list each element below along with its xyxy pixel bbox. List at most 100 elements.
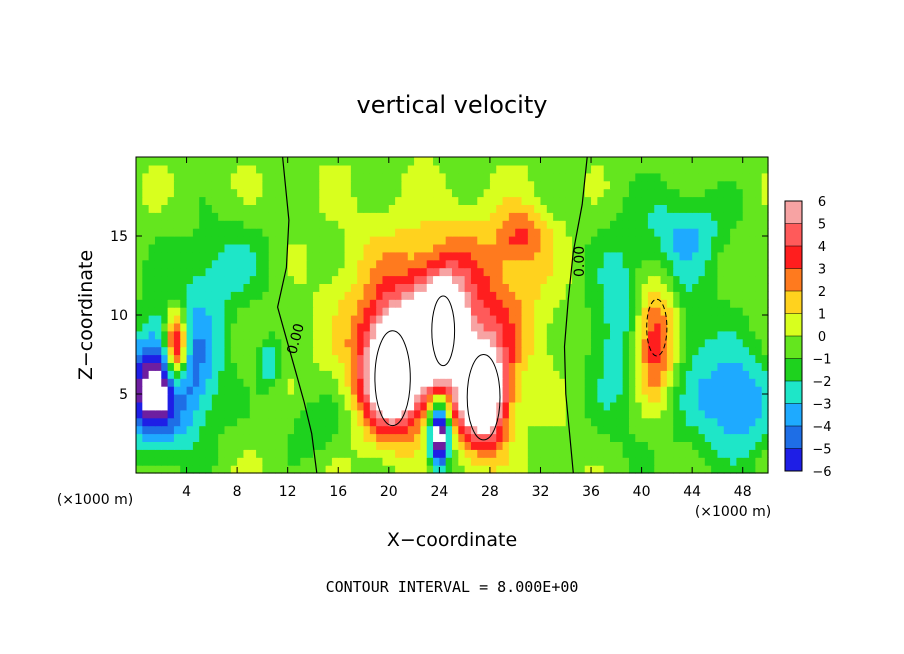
heatmap-cell bbox=[704, 425, 712, 435]
heatmap-cell bbox=[369, 409, 377, 419]
heatmap-cell bbox=[704, 236, 712, 245]
heatmap-cell bbox=[515, 449, 523, 458]
heatmap-cell bbox=[249, 275, 257, 284]
heatmap-cell bbox=[445, 322, 453, 332]
heatmap-cell bbox=[534, 394, 542, 403]
heatmap-cell bbox=[730, 394, 737, 403]
heatmap-cell bbox=[723, 267, 731, 277]
heatmap-cell bbox=[439, 275, 447, 284]
heatmap-cell bbox=[275, 370, 282, 379]
heatmap-cell bbox=[395, 378, 403, 387]
heatmap-cell bbox=[319, 164, 327, 174]
heatmap-cell bbox=[338, 236, 346, 245]
heatmap-cell bbox=[723, 315, 731, 324]
heatmap-cell bbox=[312, 212, 320, 221]
heatmap-cell bbox=[439, 180, 447, 190]
heatmap-cell bbox=[319, 196, 327, 205]
heatmap-cell bbox=[401, 378, 409, 387]
heatmap-cell bbox=[723, 212, 731, 221]
heatmap-cell bbox=[388, 212, 396, 221]
heatmap-cell bbox=[559, 283, 567, 292]
heatmap-cell bbox=[306, 267, 314, 277]
heatmap-cell bbox=[489, 354, 497, 363]
heatmap-cell bbox=[641, 307, 649, 316]
heatmap-cell bbox=[344, 283, 352, 292]
heatmap-cell bbox=[433, 370, 440, 379]
heatmap-cell bbox=[275, 465, 282, 474]
heatmap-cell bbox=[325, 425, 333, 435]
heatmap-cell bbox=[477, 251, 485, 261]
heatmap-cell bbox=[496, 267, 504, 277]
heatmap-cell bbox=[350, 449, 358, 458]
heatmap-cell bbox=[610, 283, 617, 292]
heatmap-cell bbox=[319, 236, 327, 245]
heatmap-cell bbox=[749, 465, 756, 474]
heatmap-cell bbox=[597, 299, 605, 308]
heatmap-cell bbox=[591, 322, 598, 332]
heatmap-cell bbox=[660, 386, 668, 395]
heatmap-cell bbox=[445, 299, 453, 308]
colorbar-label: 0 bbox=[818, 330, 826, 345]
heatmap-cell bbox=[698, 394, 706, 403]
heatmap-cell bbox=[268, 283, 276, 292]
heatmap-cell bbox=[540, 433, 548, 442]
heatmap-cell bbox=[230, 330, 238, 340]
heatmap-cell bbox=[584, 180, 592, 190]
heatmap-cell bbox=[565, 338, 573, 348]
heatmap-cell bbox=[521, 394, 529, 403]
heatmap-cell bbox=[452, 401, 459, 411]
heatmap-cell bbox=[262, 449, 270, 458]
heatmap-cell bbox=[268, 188, 276, 198]
heatmap-cell bbox=[749, 354, 756, 363]
heatmap-cell bbox=[262, 299, 270, 308]
heatmap-cell bbox=[167, 220, 175, 229]
heatmap-cell bbox=[502, 204, 510, 213]
heatmap-cell bbox=[230, 180, 238, 190]
heatmap-cell bbox=[199, 425, 207, 435]
heatmap-cell bbox=[578, 228, 586, 237]
heatmap-cell bbox=[433, 386, 440, 395]
heatmap-cell bbox=[540, 172, 548, 182]
heatmap-cell bbox=[401, 180, 409, 190]
heatmap-cell bbox=[635, 236, 643, 245]
heatmap-cell bbox=[534, 299, 542, 308]
heatmap-cell bbox=[388, 315, 396, 324]
heatmap-cell bbox=[445, 370, 453, 379]
heatmap-cell bbox=[325, 394, 333, 403]
heatmap-cell bbox=[660, 228, 668, 237]
heatmap-cell bbox=[553, 346, 561, 356]
heatmap-cell bbox=[660, 164, 668, 174]
heatmap-cell bbox=[458, 291, 466, 300]
heatmap-cell bbox=[597, 441, 605, 450]
heatmap-cell bbox=[742, 196, 750, 205]
heatmap-cell bbox=[344, 164, 352, 174]
heatmap-cell bbox=[641, 236, 649, 245]
heatmap-cell bbox=[508, 196, 516, 205]
heatmap-cell bbox=[268, 433, 276, 442]
heatmap-cell bbox=[331, 236, 339, 245]
heatmap-cell bbox=[641, 449, 649, 458]
heatmap-cell bbox=[742, 370, 750, 379]
heatmap-cell bbox=[717, 243, 725, 253]
heatmap-cell bbox=[534, 338, 542, 348]
heatmap-cell bbox=[477, 465, 485, 474]
heatmap-cell bbox=[540, 196, 548, 205]
heatmap-cell bbox=[148, 378, 156, 387]
heatmap-cell bbox=[180, 204, 188, 213]
heatmap-cell bbox=[180, 236, 188, 245]
heatmap-cell bbox=[749, 251, 756, 261]
heatmap-cell bbox=[673, 354, 681, 363]
heatmap-cell bbox=[502, 259, 510, 269]
heatmap-cell bbox=[433, 291, 440, 300]
heatmap-cell bbox=[180, 401, 188, 411]
heatmap-cell bbox=[692, 307, 700, 316]
heatmap-cell bbox=[761, 157, 769, 166]
heatmap-cell bbox=[186, 196, 194, 205]
heatmap-cell bbox=[736, 433, 744, 442]
heatmap-cell bbox=[439, 394, 447, 403]
heatmap-cell bbox=[338, 441, 346, 450]
heatmap-cell bbox=[654, 180, 662, 190]
heatmap-cell bbox=[363, 370, 371, 379]
heatmap-cell bbox=[458, 449, 466, 458]
heatmap-cell bbox=[281, 370, 289, 379]
